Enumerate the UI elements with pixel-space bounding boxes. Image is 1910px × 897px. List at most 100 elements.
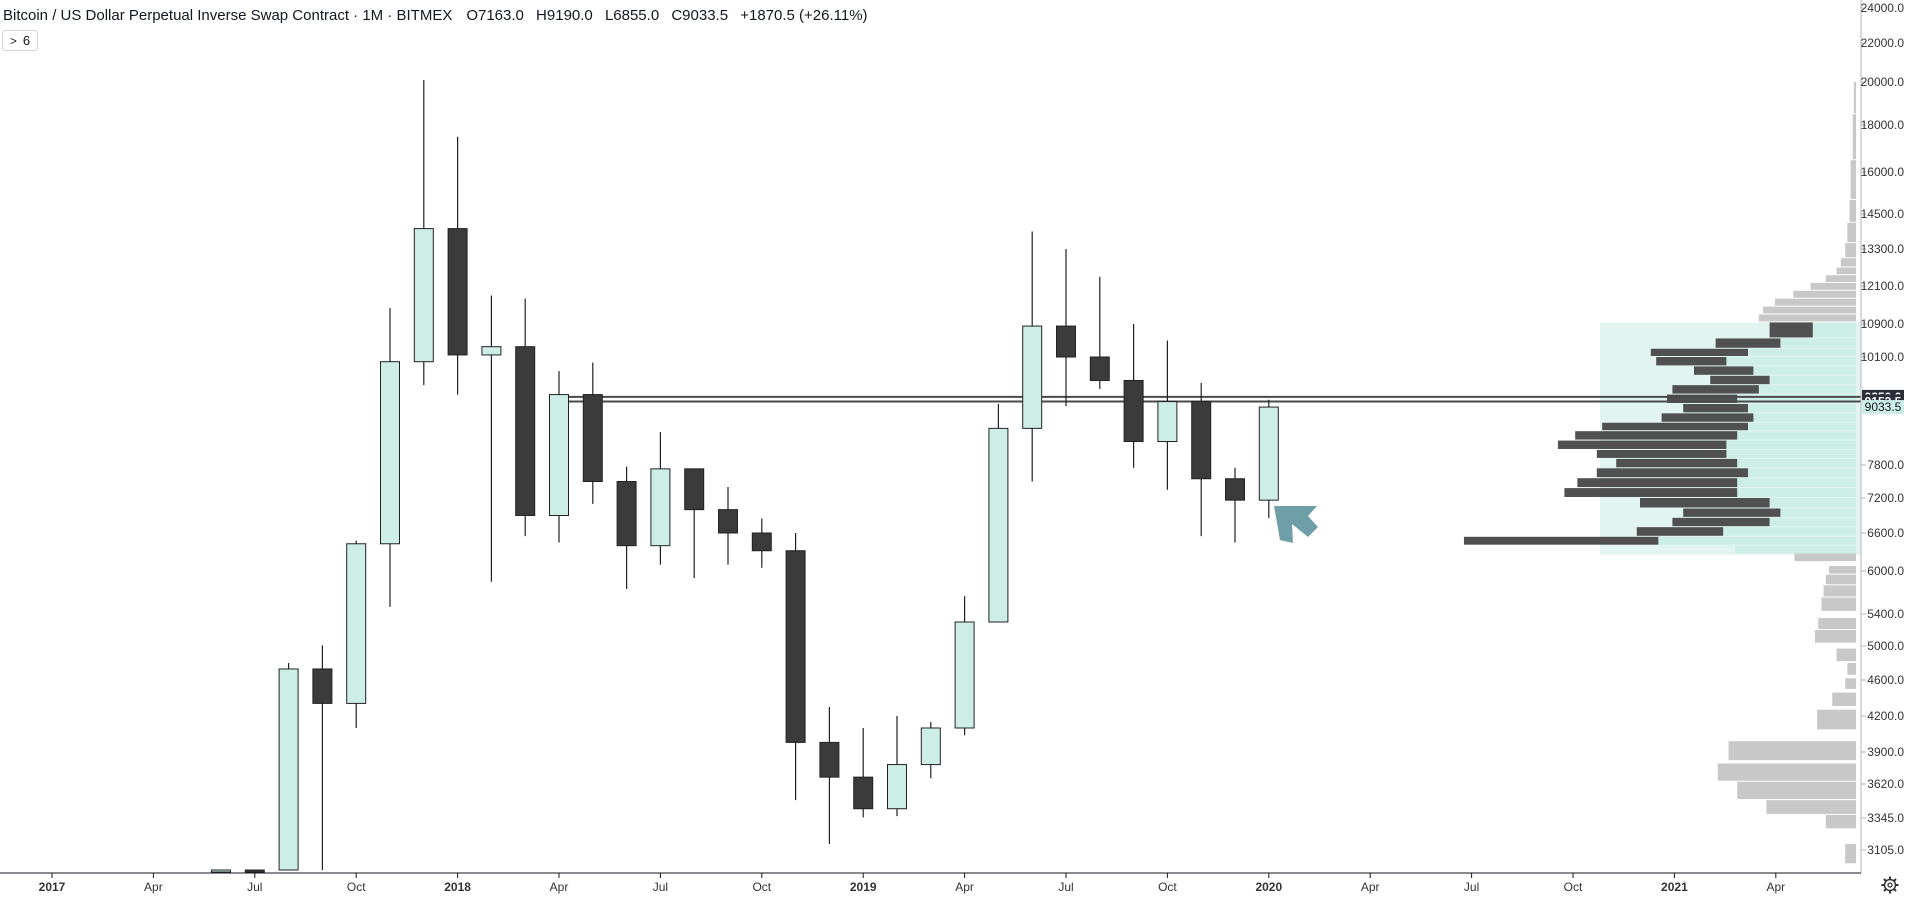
- candle-up[interactable]: [954, 621, 975, 729]
- price-tick-label: 3105.0: [1867, 843, 1904, 857]
- candle-down[interactable]: [684, 468, 705, 511]
- volume-profile-bar: [1825, 814, 1856, 829]
- arrow-icon: [1274, 506, 1318, 543]
- time-tick-label: Oct: [347, 880, 366, 894]
- candle-down[interactable]: [244, 869, 265, 873]
- volume-profile-bar: [1810, 282, 1856, 290]
- volume-profile-bar: [1836, 267, 1856, 275]
- price-tick-label: 4600.0: [1867, 673, 1904, 687]
- price-tick-label: 10100.0: [1861, 350, 1905, 364]
- volume-profile-bar: [1832, 692, 1856, 706]
- price-tick-label: 22000.0: [1861, 36, 1905, 50]
- candle-down[interactable]: [819, 741, 840, 778]
- price-axis[interactable]: 24000.0 22000.0 20000.0 18000.0 16000.0 14500…: [1861, 1, 1905, 857]
- time-tick-label: Apr: [955, 880, 974, 894]
- time-tick-label: Apr: [144, 880, 163, 894]
- price-labels: 9250.09153.59033.5: [1862, 389, 1904, 415]
- price-tick-label: 6600.0: [1867, 526, 1904, 540]
- volume-profile-bar-down: [1616, 458, 1738, 468]
- volume-profile-bar-up: [1658, 536, 1856, 545]
- volume-profile-bar-up: [1737, 431, 1856, 440]
- candle-up[interactable]: [1258, 406, 1279, 501]
- candle-down[interactable]: [447, 228, 468, 356]
- price-tick-label: 3620.0: [1867, 777, 1904, 791]
- volume-profile-bar-down: [1656, 357, 1727, 366]
- low-value: L6855.0: [604, 6, 660, 24]
- volume-profile-bar-up: [1735, 545, 1856, 554]
- volume-profile-bar-down: [1602, 422, 1748, 431]
- candle-up[interactable]: [988, 427, 1009, 623]
- volume-profile-bar-down: [1683, 403, 1748, 413]
- price-tick-label: 5000.0: [1867, 639, 1904, 653]
- volume-profile-bar-down: [1710, 375, 1770, 385]
- volume-profile-bar-up: [1753, 413, 1856, 422]
- volume-profile-bar: [1821, 597, 1856, 611]
- price-tick-label: 13300.0: [1861, 242, 1905, 256]
- volume-profile-bar: [1829, 565, 1856, 574]
- volume-profile-bar: [1823, 585, 1856, 597]
- candle-up[interactable]: [1022, 325, 1043, 429]
- volume-profile-bar: [1758, 314, 1856, 322]
- candle-up[interactable]: [278, 668, 299, 871]
- gear-icon[interactable]: [1880, 875, 1900, 895]
- volume-profile-bar: [1728, 741, 1856, 761]
- volume-profile-bar-down: [1667, 394, 1738, 403]
- price-tick-label: 18000.0: [1861, 118, 1905, 132]
- candle-up[interactable]: [887, 764, 907, 810]
- time-tick-label: Jul: [653, 880, 668, 894]
- candle-up[interactable]: [549, 394, 569, 516]
- candle-down[interactable]: [785, 550, 806, 743]
- candle-down[interactable]: [1089, 356, 1110, 381]
- candle-up[interactable]: [380, 361, 400, 545]
- price-label-badge: [1862, 400, 1904, 415]
- volume-profile-bar-down: [1640, 498, 1770, 508]
- candle-up[interactable]: [211, 869, 231, 873]
- volume-profile-bar-up: [1737, 478, 1856, 488]
- candle-down[interactable]: [718, 509, 738, 534]
- candle-up[interactable]: [346, 543, 367, 704]
- volume-profile-bar-up: [1737, 488, 1856, 497]
- candle-down[interactable]: [515, 346, 536, 516]
- candle-down[interactable]: [1191, 401, 1212, 480]
- candle-up[interactable]: [413, 228, 434, 363]
- candle-up[interactable]: [920, 727, 941, 766]
- candle-down[interactable]: [853, 776, 874, 810]
- time-tick-label: Jul: [247, 880, 262, 894]
- candle-down[interactable]: [616, 481, 637, 547]
- volume-profile-bar-up: [1748, 403, 1856, 413]
- volume-profile-bar-down: [1694, 366, 1754, 375]
- candle-down[interactable]: [1123, 379, 1144, 443]
- time-axis[interactable]: 2017 Apr Jul Oct 2018 Apr Jul Oct 2019 Apr Jul Oct 2…: [39, 873, 1785, 894]
- time-tick-label: 2021: [1661, 880, 1688, 894]
- candle-up[interactable]: [650, 468, 671, 547]
- candle-down[interactable]: [582, 394, 603, 482]
- volume-profile-bar: [1850, 160, 1856, 199]
- candle-up[interactable]: [1157, 401, 1178, 443]
- candle-down[interactable]: [1225, 478, 1245, 501]
- volume-profile-bar-down: [1683, 508, 1781, 517]
- symbol-title[interactable]: Bitcoin / US Dollar Perpetual Inverse Sw…: [3, 6, 453, 24]
- candle-up[interactable]: [481, 346, 502, 356]
- volume-profile-bar: [1766, 800, 1856, 814]
- volume-profile-bar-up: [1769, 517, 1856, 527]
- open-value: O7163.0: [466, 6, 524, 24]
- candle-down[interactable]: [751, 532, 772, 552]
- volume-profile-bar: [1845, 678, 1856, 689]
- time-tick-label: Jul: [1058, 880, 1073, 894]
- volume-profile-bar-down: [1769, 322, 1813, 338]
- indicators-toggle-button[interactable]: > 6: [2, 30, 38, 51]
- candles: [211, 80, 1279, 873]
- volume-profile-bar-up: [1753, 366, 1856, 375]
- volume-profile-bar-up: [1769, 498, 1856, 508]
- volume-profile-bar: [1793, 290, 1856, 298]
- volume-profile-bar: [1794, 552, 1856, 562]
- candle-down[interactable]: [1056, 325, 1076, 358]
- volume-profile-bar-up: [1812, 322, 1856, 338]
- candle-down[interactable]: [312, 668, 333, 704]
- volume-profile-bar-down: [1596, 449, 1727, 458]
- volume-profile-bar: [1763, 306, 1856, 314]
- high-value: H9190.0: [536, 6, 593, 24]
- volume-profile: [1463, 82, 1856, 864]
- price-tick-label: 24000.0: [1861, 1, 1905, 15]
